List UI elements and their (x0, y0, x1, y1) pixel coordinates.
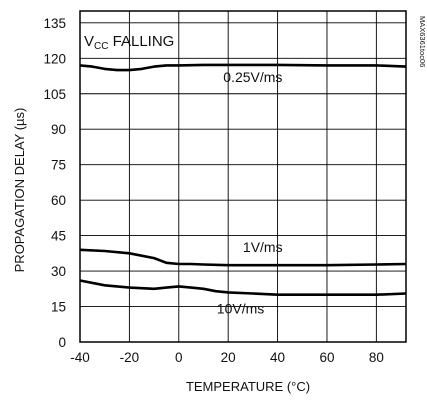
x-tick-label: 20 (221, 350, 236, 365)
series-labels: 0.25V/ms 1V/ms 10V/ms (217, 69, 283, 317)
series-line-2 (79, 279, 407, 296)
figure-code-label: MAX6361toc06 (418, 16, 427, 67)
series-line-1 (79, 248, 407, 267)
y-tick-label: 15 (51, 300, 66, 315)
y-tick-label: 105 (43, 87, 66, 102)
series-label-2: 10V/ms (217, 301, 264, 317)
x-tick-label: 60 (319, 350, 334, 365)
y-tick-label: 120 (43, 51, 66, 66)
y-tick-label: 30 (51, 264, 66, 279)
y-tick-label: 60 (51, 193, 66, 208)
series-layer (79, 63, 407, 296)
y-tick-label: 45 (51, 229, 66, 244)
annotation-suffix: FALLING (108, 33, 174, 50)
x-tick-labels: -40 -20 0 20 40 60 80 (70, 350, 384, 365)
x-tick-label: 80 (369, 350, 384, 365)
annotation-prefix: V (84, 33, 94, 50)
series-label-0: 0.25V/ms (223, 69, 282, 85)
x-tick-label: 40 (270, 350, 285, 365)
y-tick-labels: 0 15 30 45 60 75 90 105 120 135 (43, 16, 66, 350)
y-tick-label: 90 (51, 122, 66, 137)
y-tick-label: 75 (51, 158, 66, 173)
x-tick-label: 0 (175, 350, 183, 365)
x-tick-label: -20 (120, 350, 140, 365)
y-tick-label: 135 (43, 16, 66, 31)
x-axis-label: TEMPERATURE (°C) (186, 379, 310, 394)
x-tick-label: -40 (70, 350, 90, 365)
series-line-0 (79, 63, 407, 72)
y-tick-label: 0 (58, 335, 66, 350)
vcc-falling-annotation: VCC FALLING (84, 33, 174, 52)
y-axis-label: PROPAGATION DELAY (µs) (12, 108, 27, 273)
annotation-subscript: CC (94, 41, 108, 52)
series-label-1: 1V/ms (243, 239, 283, 255)
plot-frame (79, 10, 407, 343)
